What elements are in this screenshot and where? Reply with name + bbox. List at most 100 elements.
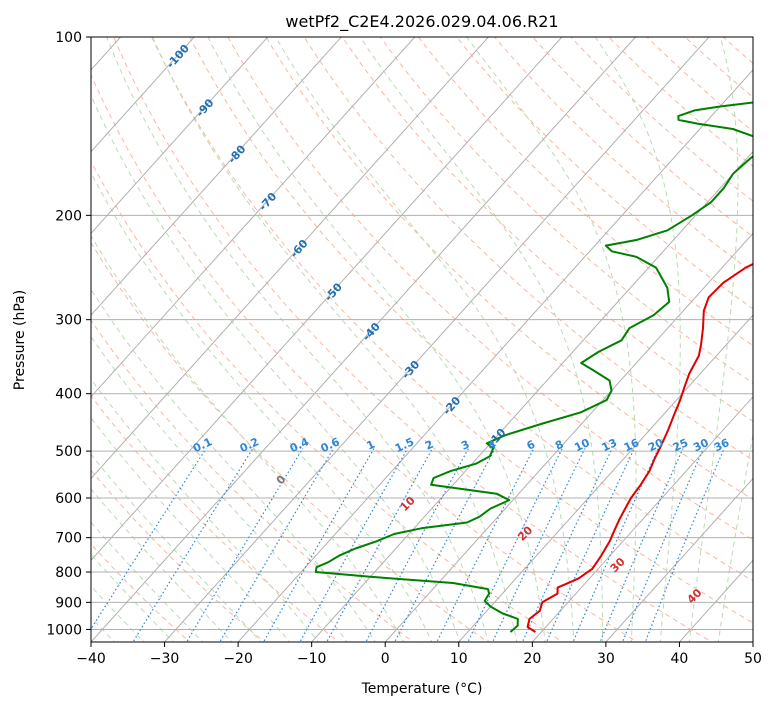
x-tick-label: 0 xyxy=(381,651,390,667)
mixing-ratio-line xyxy=(91,448,207,631)
dry-adiabat-line xyxy=(341,37,753,422)
mixing-ratio-label: 25 xyxy=(671,436,690,454)
x-axis-title: Temperature (°C) xyxy=(361,681,483,697)
x-tick-label: 40 xyxy=(671,651,689,667)
x-tick-label: 10 xyxy=(450,651,468,667)
moist-adiabat-line xyxy=(465,37,637,642)
y-tick-label: 600 xyxy=(55,491,82,507)
dry-adiabat-line xyxy=(227,37,753,541)
moist-adiabat-line xyxy=(688,37,739,642)
dry-adiabat-line xyxy=(265,37,753,501)
moist-adiabat-line xyxy=(717,431,753,642)
dry-adiabat-line xyxy=(189,37,753,582)
dry-adiabat-line xyxy=(570,37,753,202)
mixing-ratio-label: 16 xyxy=(622,436,642,454)
isotherm-line xyxy=(91,37,637,642)
dry-adiabat-line xyxy=(91,395,340,642)
moist-adiabat-line xyxy=(91,521,204,642)
mixing-ratio-label: 1 xyxy=(365,438,377,453)
isotherm-line xyxy=(91,37,342,316)
y-tick-label: 1000 xyxy=(46,622,82,638)
mixing-ratio-line xyxy=(326,448,433,642)
mixing-ratio-line xyxy=(219,448,334,642)
y-tick-label: 500 xyxy=(55,444,82,460)
y-tick-label: 800 xyxy=(55,565,82,581)
dry-adiabat-line xyxy=(303,37,753,461)
moist-adiabat-line xyxy=(91,288,376,642)
x-tick-label: 50 xyxy=(744,651,762,667)
mixing-ratio-label: 0.4 xyxy=(288,435,311,455)
isotherm-line xyxy=(531,396,753,642)
dry-adiabat-line xyxy=(379,37,753,384)
mixing-ratio-line xyxy=(572,448,659,642)
isotherm-line xyxy=(163,37,710,642)
temperature-profile-line xyxy=(526,262,753,633)
dry-adiabat-line xyxy=(608,37,753,167)
y-tick-label: 100 xyxy=(55,30,82,46)
mixing-ratio-line xyxy=(545,448,635,642)
mixing-ratio-label: 36 xyxy=(712,436,732,454)
isotherm-line xyxy=(605,477,753,642)
isotherm-line xyxy=(91,37,195,153)
x-tick-label: 30 xyxy=(597,651,615,667)
moist-adiabat-line xyxy=(91,335,348,642)
x-tick-label: −20 xyxy=(223,651,253,667)
dewpoint-profile-line xyxy=(314,101,753,633)
moist-adiabat-line xyxy=(152,37,518,642)
mixing-ratio-label: 30 xyxy=(691,436,711,454)
mixing-ratio-line xyxy=(436,448,535,642)
isotherm-line xyxy=(237,69,753,642)
y-tick-label: 400 xyxy=(55,387,82,403)
mixing-ratio-line xyxy=(185,448,304,642)
moist-adiabat-line xyxy=(275,37,575,642)
dry-adiabat-line xyxy=(91,543,191,642)
mixing-ratio-label: 0.1 xyxy=(191,435,214,455)
moist-adiabat-line xyxy=(594,37,681,642)
moist-adiabat-line xyxy=(91,453,262,642)
dry-adiabat-line xyxy=(722,37,753,64)
dry-adiabat-line xyxy=(532,37,753,238)
isotherm-line xyxy=(91,37,563,562)
y-tick-label: 700 xyxy=(55,531,82,547)
mixing-ratio-line xyxy=(467,448,563,642)
isotherm-label: -80 xyxy=(226,142,249,166)
mixing-ratio-line xyxy=(599,448,684,642)
x-tick-label: −30 xyxy=(150,651,180,667)
y-axis-title: Pressure (hPa) xyxy=(12,290,28,390)
x-tick-label: 20 xyxy=(523,651,541,667)
dry-adiabat-line xyxy=(91,73,639,642)
plot-frame xyxy=(90,36,754,643)
chart-title: wetPf2_C2E4.2026.029.04.06.R21 xyxy=(285,12,558,32)
isotherm-line xyxy=(91,37,416,398)
mixing-ratio-line xyxy=(644,448,725,642)
mixing-ratio-label: 1.5 xyxy=(393,435,416,455)
mixing-ratio-label: 6 xyxy=(525,438,538,453)
isobar-gridlines xyxy=(91,37,753,630)
mixing-ratio-lines xyxy=(91,448,725,642)
mixing-ratio-line xyxy=(394,448,496,642)
dry-adiabat-line xyxy=(91,469,266,642)
isotherm-line xyxy=(458,314,753,642)
x-tick-label: −10 xyxy=(297,651,327,667)
mixing-ratio-label: 0.6 xyxy=(319,435,342,455)
isotherm-label: -60 xyxy=(288,237,311,261)
dry-adiabat-line xyxy=(746,24,775,645)
isotherm-line xyxy=(384,232,753,642)
isotherms xyxy=(91,37,753,642)
dry-adiabat-line xyxy=(91,160,564,642)
mixing-ratio-label: 3 xyxy=(459,438,471,453)
moist-adiabat-line xyxy=(106,37,489,642)
x-axis: −40 −30 −20 −10 0 10 20 30 40 50 xyxy=(76,642,762,667)
reference-line-labels: -100-90-80-70-60-50-40-30-20-100.1 0.2 0.4… xyxy=(164,42,732,607)
isotherm-line xyxy=(91,37,490,480)
moist-adiabat-label: 10 xyxy=(398,494,418,514)
mixing-ratio-label: 8 xyxy=(553,438,565,453)
moist-adiabat-label: 40 xyxy=(685,586,705,606)
isotherm-label: -100 xyxy=(164,42,192,71)
y-tick-label: 900 xyxy=(55,595,82,611)
mixing-ratio-line xyxy=(365,448,469,642)
moist-adiabat-line xyxy=(91,94,461,642)
y-axis: 100 200 300 400 500 600 700 800 900 1000 xyxy=(46,30,91,638)
mixing-ratio-label: 20 xyxy=(646,436,666,454)
